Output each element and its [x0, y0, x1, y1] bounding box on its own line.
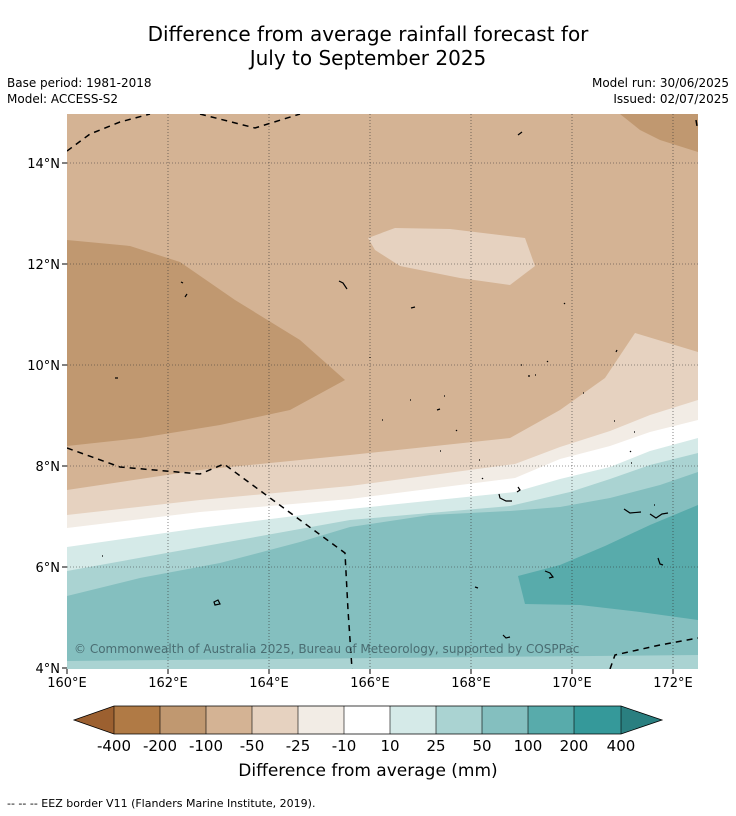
lat-tick-label: 8°N [36, 460, 61, 475]
colorbar-swatch [298, 706, 344, 734]
band-plus-50 [67, 472, 698, 669]
colorbar-title: Difference from average (mm) [238, 761, 498, 781]
colorbar-label: -10 [332, 737, 357, 755]
colorbar-label: 50 [472, 737, 491, 755]
gridlines [67, 114, 698, 669]
colorbar-extend-high [621, 706, 662, 734]
lon-tick-label: 160°E [47, 676, 87, 691]
colorbar-label: -400 [97, 737, 131, 755]
colorbar-swatch [160, 706, 206, 734]
copyright-notice: © Commonwealth of Australia 2025, Bureau… [74, 642, 579, 656]
colorbar-label: 400 [607, 737, 636, 755]
colorbar-swatch [206, 706, 252, 734]
axis-ticks [62, 162, 674, 674]
eez-borders [67, 114, 698, 669]
title-line-1: Difference from average rainfall forecas… [147, 22, 589, 46]
colorbar-swatch [252, 706, 298, 734]
model-name: Model: ACCESS-S2 [7, 92, 119, 106]
lon-tick-label: 170°E [552, 676, 592, 691]
colorbar-label: 25 [426, 737, 445, 755]
colorbar-label: -25 [286, 737, 311, 755]
lon-tick-label: 168°E [451, 676, 491, 691]
lon-tick-label: 172°E [653, 676, 693, 691]
colorbar-swatch [436, 706, 482, 734]
patch-minus-25-center [368, 228, 535, 285]
colorbar-swatch [482, 706, 528, 734]
lat-tick-label: 6°N [36, 561, 61, 576]
meta-right: Model run: 30/06/2025 Issued: 02/07/2025 [592, 75, 729, 107]
colorbar-swatch [390, 706, 436, 734]
patch-plus-100 [518, 505, 698, 620]
colorbar-label: -200 [143, 737, 177, 755]
model-run: Model run: 30/06/2025 [591, 76, 729, 90]
issued-date: Issued: 02/07/2025 [613, 92, 729, 106]
chart-title: Difference from average rainfall forecas… [0, 22, 736, 70]
lat-tick-label: 14°N [27, 157, 60, 172]
lat-tick-label: 4°N [36, 662, 61, 677]
lat-tick-label: 10°N [27, 359, 60, 374]
meta-left: Base period: 1981-2018 Model: ACCESS-S2 [7, 75, 152, 107]
base-period: Base period: 1981-2018 [7, 76, 152, 90]
patch-minus-100-west [67, 240, 345, 446]
title-line-2: July to September 2025 [249, 46, 487, 70]
colorbar-label: 10 [380, 737, 399, 755]
lat-tick-labels: 14°N 12°N 10°N 8°N 6°N 4°N [27, 157, 60, 677]
lat-tick-label: 12°N [27, 258, 60, 273]
colorbar: -400 -200 -100 -50 -25 -10 10 25 50 100 … [72, 705, 664, 755]
colorbar-label: -100 [189, 737, 223, 755]
colorbar-swatch [114, 706, 160, 734]
rainfall-map: © Commonwealth of Australia 2025, Bureau… [67, 114, 698, 669]
lon-tick-label: 164°E [249, 676, 289, 691]
colorbar-label: 100 [514, 737, 543, 755]
colorbar-label: -50 [240, 737, 265, 755]
colorbar-swatch [528, 706, 574, 734]
islands [102, 131, 669, 639]
band-plus-25-south [67, 655, 698, 669]
eez-footnote: -- -- -- EEZ border V11 (Flanders Marine… [7, 797, 316, 810]
lon-tick-label: 166°E [350, 676, 390, 691]
colorbar-swatch [344, 706, 390, 734]
lon-tick-label: 162°E [148, 676, 188, 691]
colorbar-extend-low [74, 706, 114, 734]
lon-tick-labels: 160°E 162°E 164°E 166°E 168°E 170°E 172°… [47, 676, 693, 691]
colorbar-swatch [574, 706, 621, 734]
colorbar-label: 200 [560, 737, 589, 755]
patch-minus-100-ne [620, 114, 698, 152]
